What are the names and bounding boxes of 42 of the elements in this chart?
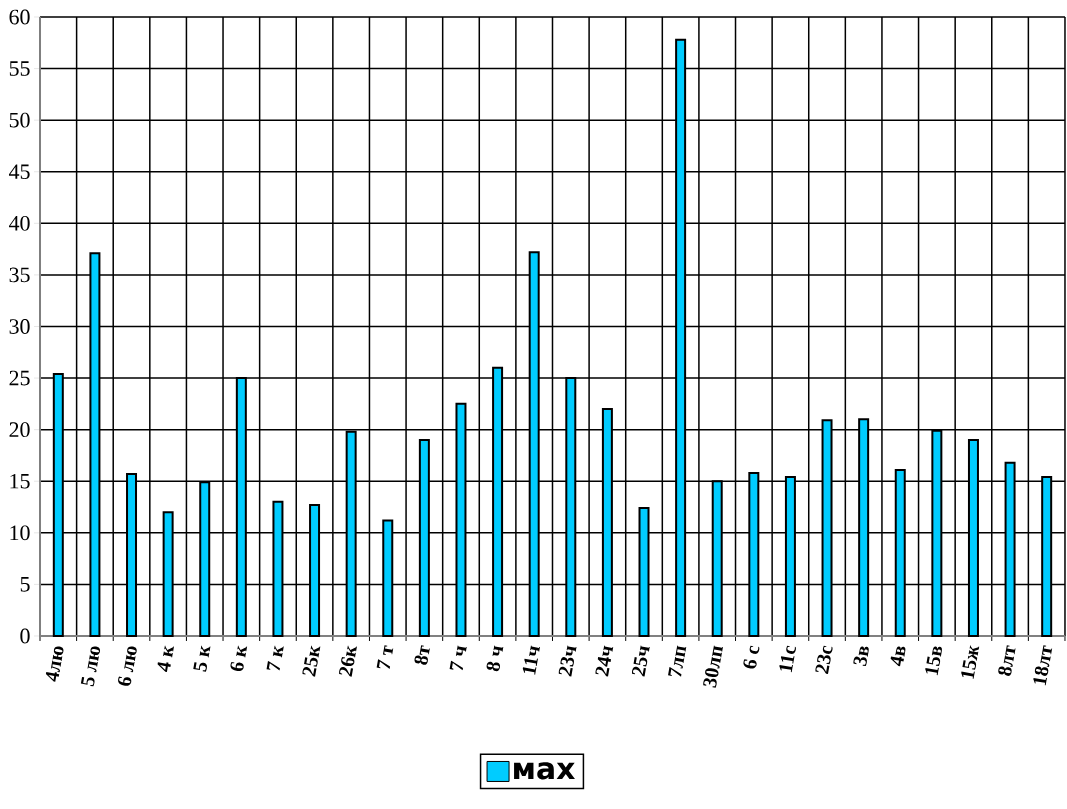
x-tick-label: 26к: [339, 645, 357, 677]
x-tick-label: 30лп: [703, 645, 723, 688]
x-tick-label: 3в: [853, 646, 869, 667]
y-tick-label: 50: [9, 112, 30, 128]
x-tick-label: 4 к: [157, 645, 174, 672]
y-tick-label: 15: [10, 473, 30, 489]
y-tick-label: 30: [9, 319, 30, 334]
y-tick-label: 20: [9, 422, 30, 438]
x-tick-label: 7 к: [266, 645, 284, 671]
x-tick-label: 6 с: [743, 645, 760, 669]
y-tick-label: 55: [9, 61, 30, 76]
y-tick-label: 45: [8, 164, 30, 180]
x-tick-label: 25к: [302, 645, 321, 677]
x-tick-label: 18лт: [1033, 645, 1053, 686]
legend-label: мах: [514, 762, 575, 780]
y-tick-label: 60: [9, 9, 30, 25]
x-tick-label: 7 т: [376, 645, 394, 669]
x-tick-label: 7 ч: [449, 645, 467, 671]
x-tick-label: 25ч: [632, 645, 650, 677]
x-tick-label: 7лп: [668, 645, 687, 677]
x-tick-label: 8лт: [998, 645, 1016, 676]
x-tick-label: 6 к: [230, 645, 248, 672]
x-tick-label: 5 лю: [80, 646, 101, 687]
y-tick-label: 25: [9, 370, 30, 386]
y-tick-label: 35: [9, 267, 30, 283]
x-tick-label: 8т: [414, 645, 430, 665]
x-tick-label: 24ч: [595, 645, 614, 677]
x-tick-label: 11с: [779, 645, 796, 673]
x-tick-label: 23ч: [558, 645, 577, 677]
x-tick-label: 15ж: [961, 645, 980, 679]
y-tick-label: 5: [20, 577, 30, 592]
x-tick-label: 11ч: [522, 645, 540, 675]
x-tick-label: 23с: [815, 645, 833, 675]
y-tick-label: 40: [8, 215, 30, 231]
y-tick-label: 0: [20, 628, 30, 644]
x-tick-label: 8 ч: [486, 645, 504, 672]
y-tick-label: 10: [10, 525, 30, 541]
x-tick-label: 5 к: [193, 645, 211, 672]
x-tick-label: 4в: [890, 646, 906, 667]
x-tick-label: 15в: [925, 646, 942, 676]
x-tick-label: 6 лю: [118, 646, 137, 686]
x-tick-label: 4лю: [45, 646, 64, 682]
